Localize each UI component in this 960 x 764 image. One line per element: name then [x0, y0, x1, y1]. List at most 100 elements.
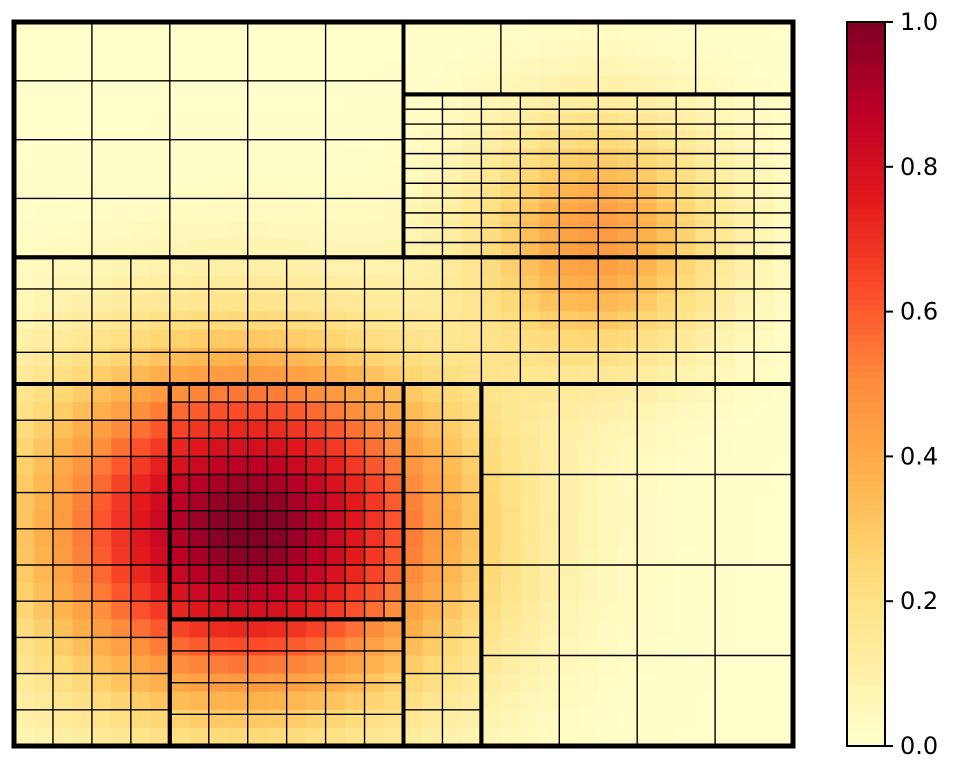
heatmap-pixel [500, 76, 521, 95]
heatmap-pixel [598, 293, 619, 313]
heatmap-pixel [617, 94, 638, 114]
heatmap-pixel [52, 474, 74, 494]
heatmap-pixel [500, 257, 521, 276]
colorbar-band [847, 510, 885, 518]
heatmap-pixel [461, 347, 483, 367]
heatmap-pixel [208, 601, 229, 620]
heatmap-pixel [754, 166, 775, 186]
heatmap-pixel [481, 275, 502, 295]
colorbar-band [847, 172, 885, 180]
heatmap-pixel [754, 709, 775, 729]
heatmap-pixel [111, 239, 132, 258]
heatmap-pixel [461, 691, 483, 711]
heatmap-pixel [91, 293, 112, 313]
heatmap-pixel [695, 456, 716, 476]
heatmap-pixel [267, 691, 288, 711]
heatmap-pixel [228, 619, 249, 638]
heatmap-pixel [500, 130, 521, 150]
heatmap-pixel [734, 402, 755, 421]
heatmap-pixel [539, 130, 560, 150]
heatmap-pixel [150, 474, 171, 494]
heatmap-pixel [734, 221, 755, 240]
colorbar-band [847, 275, 885, 283]
heatmap-pixel [208, 239, 229, 258]
heatmap-pixel [656, 76, 677, 95]
heatmap-pixel [384, 474, 405, 494]
heatmap-pixel [656, 402, 677, 421]
heatmap-pixel [442, 709, 463, 729]
colorbar-band [847, 739, 885, 747]
heatmap-pixel [754, 528, 775, 548]
heatmap-pixel [286, 166, 307, 186]
heatmap-pixel [754, 384, 775, 403]
heatmap-pixel [247, 402, 268, 421]
heatmap-pixel [91, 565, 112, 584]
heatmap-pixel [715, 130, 736, 150]
heatmap-pixel [461, 40, 483, 59]
heatmap-pixel [637, 239, 658, 258]
heatmap-pixel [695, 691, 716, 711]
colorbar-tick-label: 0.4 [900, 442, 938, 470]
colorbar-band [847, 40, 885, 47]
heatmap-pixel [228, 184, 249, 204]
heatmap-pixel [14, 58, 35, 77]
heatmap-pixel [539, 510, 560, 530]
heatmap-pixel [267, 709, 288, 729]
heatmap-pixel [169, 583, 190, 602]
heatmap-pixel [598, 727, 619, 747]
heatmap-pixel [734, 474, 755, 494]
heatmap-pixel [306, 239, 327, 258]
colorbar-band [847, 299, 885, 307]
heatmap-pixel [286, 329, 307, 349]
heatmap-pixel [559, 239, 580, 258]
heatmap-pixel [111, 438, 132, 457]
heatmap-pixel [695, 130, 716, 150]
heatmap-pixel [228, 510, 249, 530]
heatmap-pixel [130, 601, 151, 620]
heatmap-pixel [598, 347, 619, 367]
heatmap-pixel [247, 510, 268, 530]
heatmap-pixel [422, 546, 444, 566]
heatmap-pixel [559, 565, 580, 584]
heatmap-pixel [228, 601, 249, 620]
heatmap-pixel [773, 655, 794, 675]
heatmap-pixel [422, 420, 444, 439]
heatmap-pixel [500, 221, 521, 240]
heatmap-pixel [52, 347, 74, 367]
colorbar-band [847, 148, 885, 156]
heatmap-pixel [345, 275, 366, 295]
heatmap-pixel [150, 492, 171, 512]
heatmap-pixel [637, 293, 658, 313]
heatmap-pixel [72, 221, 93, 240]
heatmap-pixel [715, 420, 736, 439]
colorbar: 0.00.20.40.60.81.0 [846, 8, 938, 760]
heatmap-pixel [364, 492, 385, 512]
heatmap-pixel [520, 148, 541, 168]
heatmap-pixel [306, 456, 327, 476]
heatmap-pixel [130, 583, 151, 602]
heatmap-pixel [189, 293, 210, 313]
heatmap-pixel [598, 565, 619, 584]
heatmap-pixel [150, 456, 171, 476]
heatmap-pixel [169, 492, 190, 512]
heatmap-pixel [617, 402, 638, 421]
heatmap-pixel [130, 655, 151, 675]
heatmap-pixel [345, 148, 366, 168]
colorbar-band [847, 685, 885, 693]
heatmap-pixel [559, 76, 580, 95]
heatmap-pixel [403, 583, 424, 602]
heatmap-pixel [306, 329, 327, 349]
heatmap-pixel [422, 329, 444, 349]
heatmap-pixel [754, 546, 775, 566]
heatmap-pixel [325, 420, 346, 439]
heatmap-pixel [539, 293, 560, 313]
heatmap-pixel [695, 293, 716, 313]
heatmap-pixel [559, 221, 580, 240]
heatmap-pixel [637, 456, 658, 476]
heatmap-pixel [442, 474, 463, 494]
heatmap-pixel [325, 166, 346, 186]
heatmap-pixel [461, 673, 483, 693]
heatmap-pixel [364, 239, 385, 258]
heatmap-pixel [734, 420, 755, 439]
colorbar-tick-labels: 0.00.20.40.60.81.0 [900, 8, 938, 760]
